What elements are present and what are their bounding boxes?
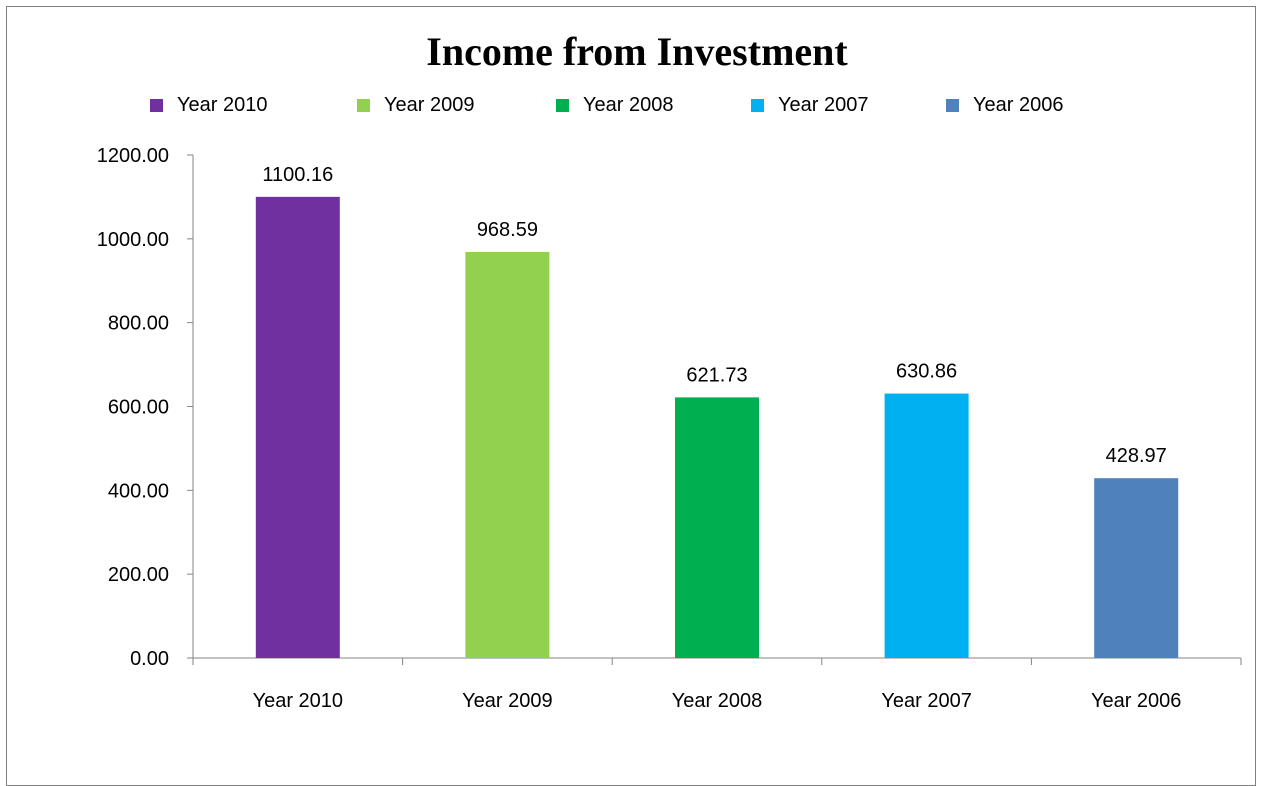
x-tick-label: Year 2010 bbox=[253, 690, 343, 712]
legend-label: Year 2006 bbox=[973, 94, 1064, 116]
bar bbox=[675, 397, 759, 658]
legend-swatch bbox=[556, 99, 569, 112]
legend-label: Year 2009 bbox=[384, 94, 475, 116]
chart-frame bbox=[6, 6, 1256, 786]
bar-value-label: 621.73 bbox=[686, 364, 747, 386]
legend-label: Year 2010 bbox=[177, 94, 268, 116]
y-tick-label: 800.00 bbox=[108, 313, 169, 335]
legend-swatch bbox=[751, 99, 764, 112]
bar bbox=[1094, 478, 1179, 658]
legend-label: Year 2008 bbox=[583, 94, 674, 116]
y-tick-label: 200.00 bbox=[108, 564, 169, 586]
chart-title: Income from Investment bbox=[426, 29, 848, 74]
bar bbox=[255, 196, 340, 658]
bar bbox=[465, 251, 550, 658]
legend-swatch bbox=[150, 99, 163, 112]
y-tick-label: 0.00 bbox=[130, 648, 169, 670]
x-tick-label: Year 2008 bbox=[672, 690, 762, 712]
legend-swatch bbox=[946, 99, 959, 112]
y-tick-label: 1200.00 bbox=[97, 145, 169, 167]
bar-value-label: 968.59 bbox=[477, 219, 538, 241]
x-tick-label: Year 2009 bbox=[462, 690, 552, 712]
legend-swatch bbox=[357, 99, 370, 112]
y-tick-label: 1000.00 bbox=[97, 229, 169, 251]
x-tick-label: Year 2006 bbox=[1091, 690, 1181, 712]
legend-label: Year 2007 bbox=[778, 94, 869, 116]
bar-value-label: 428.97 bbox=[1106, 445, 1167, 467]
y-tick-label: 600.00 bbox=[108, 397, 169, 419]
bar-value-label: 1100.16 bbox=[262, 164, 333, 186]
bar bbox=[884, 393, 969, 658]
bar-chart-plot: 0.00 200.00 400.00 600.00 800.00 1000.00 1200.… bbox=[97, 145, 1242, 712]
y-tick-label: 400.00 bbox=[108, 480, 169, 502]
bar-value-label: 630.86 bbox=[896, 361, 957, 383]
x-tick-label: Year 2007 bbox=[881, 690, 971, 712]
